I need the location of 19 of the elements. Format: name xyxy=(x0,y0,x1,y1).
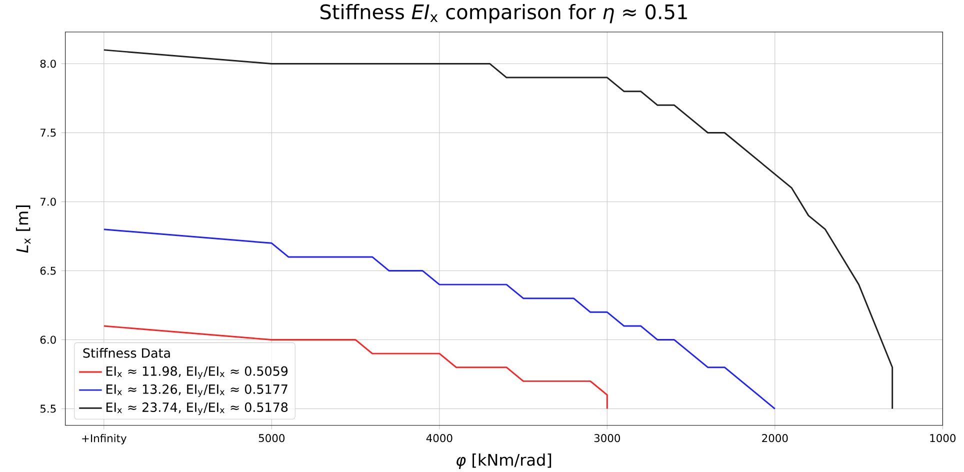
x-tick-label: 5000 xyxy=(258,434,285,442)
x-tick-label: 3000 xyxy=(594,434,620,442)
legend-title: Stiffness Data xyxy=(83,348,170,358)
legend-label: EI$_{x}$ ≈ 13.26, EI$_{y}$/EI$_{x}$ ≈ 0.5177 xyxy=(106,384,288,397)
x-tick-label: 1000 xyxy=(930,434,956,442)
y-tick-label: 7.0 xyxy=(40,198,56,206)
legend-label: EI$_{x}$ ≈ 23.74, EI$_{y}$/EI$_{x}$ ≈ 0.5178 xyxy=(106,402,288,416)
legend-label: EI$_{x}$ ≈ 11.98, EI$_{y}$/EI$_{x}$ ≈ 0.5059 xyxy=(106,366,288,379)
y-axis-title: L$_{x}$ [m] xyxy=(16,206,30,253)
x-tick-label: 2000 xyxy=(762,434,788,442)
x-tick-label: 4000 xyxy=(426,434,452,442)
y-tick-label: 8.0 xyxy=(40,60,56,68)
chart-title: Stiffness EI$_{x}$ comparison for η ≈ 0.51 xyxy=(320,4,687,24)
y-tick-label: 6.5 xyxy=(40,266,56,275)
x-tick-label: +Infinity xyxy=(82,434,126,444)
y-tick-label: 7.5 xyxy=(40,128,56,137)
y-tick-label: 5.5 xyxy=(40,404,56,413)
x-axis-title: φ [kNm/rad] xyxy=(456,454,552,470)
y-tick-label: 6.0 xyxy=(40,336,56,344)
